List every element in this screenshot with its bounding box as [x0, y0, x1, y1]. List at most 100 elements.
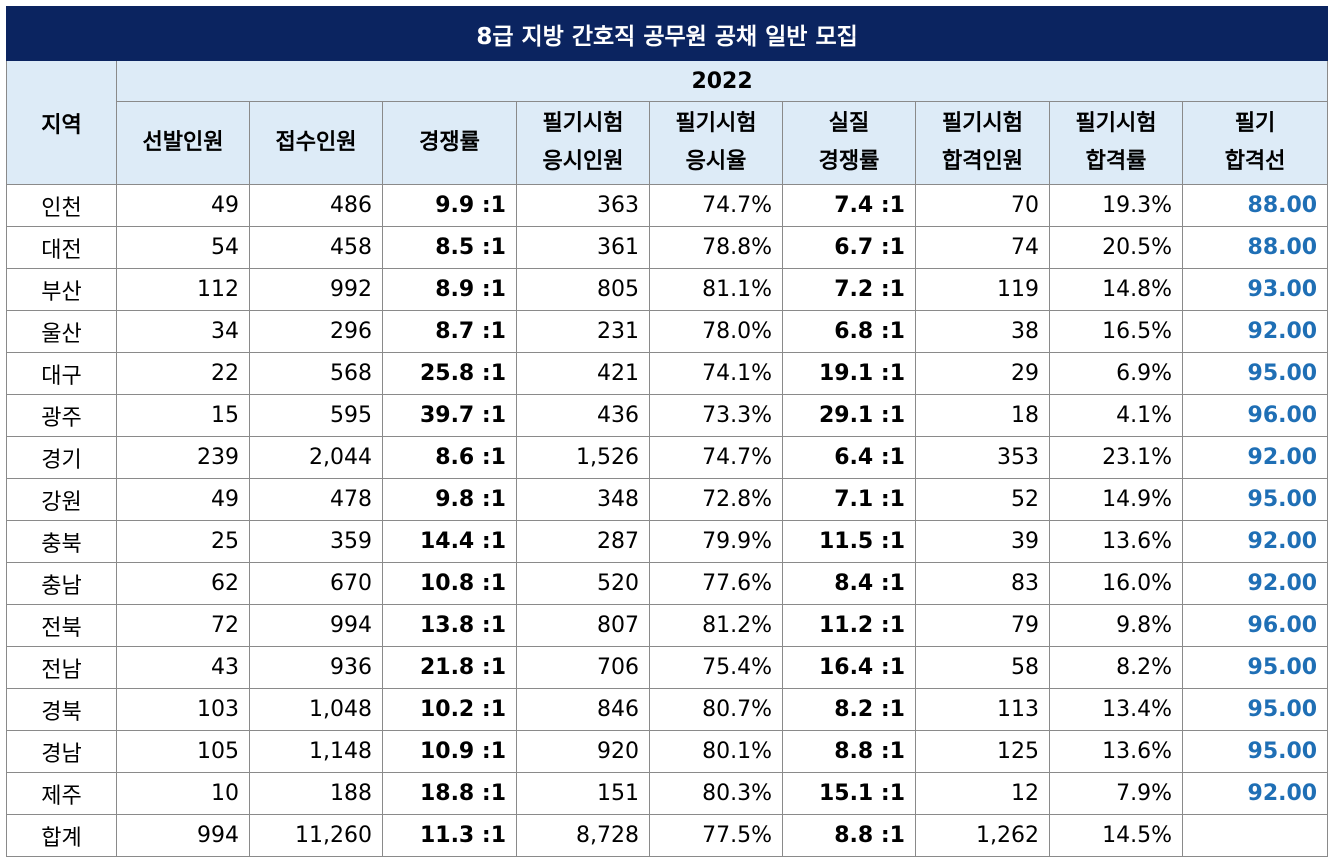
table-cell: 11,260 [249, 814, 383, 857]
table-cell: 73.3% [649, 394, 783, 437]
region-cell: 대구 [6, 352, 117, 395]
table-cell: 105 [116, 730, 250, 773]
table-cell: 18.8 :1 [382, 772, 517, 815]
table-cell: 96.00 [1181, 604, 1329, 647]
table-cell: 239 [116, 436, 250, 479]
table-cell: 112 [116, 268, 250, 311]
region-cell: 울산 [6, 310, 117, 353]
table-cell: 4.1% [1049, 394, 1183, 437]
table-cell: 568 [249, 352, 383, 395]
table-cell: 1,262 [915, 814, 1050, 857]
table-cell: 95.00 [1181, 352, 1329, 395]
table-cell: 79.9% [649, 520, 783, 563]
region-cell: 합계 [6, 814, 117, 857]
table-cell: 595 [249, 394, 383, 437]
region-cell: 인천 [6, 184, 117, 227]
table-row: 경남 105 1,148 10.9 :1 920 80.1% 8.8 :1 125 13.6% 9… [6, 730, 1329, 773]
region-cell: 제주 [6, 772, 117, 815]
table-cell: 72 [116, 604, 250, 647]
table-cell: 11.2 :1 [782, 604, 916, 647]
table-cell: 8.2% [1049, 646, 1183, 689]
region-cell: 경남 [6, 730, 117, 773]
table-cell: 1,048 [249, 688, 383, 731]
table-cell: 77.5% [649, 814, 783, 857]
table-row: 충북 25 359 14.4 :1 287 79.9% 11.5 :1 39 13.6% 92.0… [6, 520, 1329, 563]
table-cell: 13.6% [1049, 520, 1183, 563]
table-row: 경기 239 2,044 8.6 :1 1,526 74.7% 6.4 :1 353 23.1%… [6, 436, 1329, 479]
table-cell: 83 [915, 562, 1050, 605]
table-cell: 359 [249, 520, 383, 563]
table-cell: 95.00 [1181, 478, 1329, 521]
recruitment-table: 8급 지방 간호직 공무원 공채 일반 모집 지역 2022 선발인원 접수인원 경… [5, 6, 1329, 857]
table-cell: 458 [249, 226, 383, 269]
table-cell: 14.9% [1049, 478, 1183, 521]
table-cell: 8.7 :1 [382, 310, 517, 353]
table-cell: 348 [516, 478, 650, 521]
table-cell: 188 [249, 772, 383, 815]
table-cell: 14.5% [1049, 814, 1183, 857]
table-cell: 16.0% [1049, 562, 1183, 605]
table-cell: 805 [516, 268, 650, 311]
table-title: 8급 지방 간호직 공무원 공채 일반 모집 [5, 6, 1329, 61]
table-cell: 22 [116, 352, 250, 395]
table-cell: 34 [116, 310, 250, 353]
table-cell: 14.8% [1049, 268, 1183, 311]
table-cell: 39 [915, 520, 1050, 563]
table-cell: 9.8 :1 [382, 478, 517, 521]
table-cell: 7.9% [1049, 772, 1183, 815]
table-cell: 75.4% [649, 646, 783, 689]
column-header: 선발인원 [116, 101, 250, 185]
table-cell: 78.0% [649, 310, 783, 353]
column-header: 접수인원 [249, 101, 383, 185]
table-cell: 16.5% [1049, 310, 1183, 353]
table-cell: 363 [516, 184, 650, 227]
column-header: 필기시험 응시율 [649, 101, 783, 185]
table-cell: 287 [516, 520, 650, 563]
table-cell: 1,526 [516, 436, 650, 479]
table-cell: 95.00 [1181, 730, 1329, 773]
table-cell [1181, 814, 1329, 857]
table-cell: 920 [516, 730, 650, 773]
table-cell: 43 [116, 646, 250, 689]
table-cell: 49 [116, 184, 250, 227]
table-cell: 936 [249, 646, 383, 689]
table-cell: 92.00 [1181, 772, 1329, 815]
table-cell: 96.00 [1181, 394, 1329, 437]
table-cell: 39.7 :1 [382, 394, 517, 437]
region-cell: 대전 [6, 226, 117, 269]
table-cell: 486 [249, 184, 383, 227]
table-cell: 421 [516, 352, 650, 395]
table-cell: 18 [915, 394, 1050, 437]
table-cell: 72.8% [649, 478, 783, 521]
region-cell: 경북 [6, 688, 117, 731]
table-cell: 7.1 :1 [782, 478, 916, 521]
table-cell: 807 [516, 604, 650, 647]
table-row: 대구 22 568 25.8 :1 421 74.1% 19.1 :1 29 6.9% 95.00 [6, 352, 1329, 395]
table-cell: 6.8 :1 [782, 310, 916, 353]
table-row: 울산 34 296 8.7 :1 231 78.0% 6.8 :1 38 16.5% 92.00 [6, 310, 1329, 353]
table-cell: 74.1% [649, 352, 783, 395]
table-cell: 81.1% [649, 268, 783, 311]
table-cell: 296 [249, 310, 383, 353]
table-row: 충남 62 670 10.8 :1 520 77.6% 8.4 :1 83 16.0% 92.00 [6, 562, 1329, 605]
table-cell: 92.00 [1181, 436, 1329, 479]
table-row: 인천 49 486 9.9 :1 363 74.7% 7.4 :1 70 19.3% 88.00 [6, 184, 1329, 227]
region-cell: 부산 [6, 268, 117, 311]
table-cell: 8.8 :1 [782, 814, 916, 857]
table-cell: 19.3% [1049, 184, 1183, 227]
table-cell: 436 [516, 394, 650, 437]
table-cell: 353 [915, 436, 1050, 479]
table-row: 전북 72 994 13.8 :1 807 81.2% 11.2 :1 79 9.8% 96.00 [6, 604, 1329, 647]
column-header: 경쟁률 [382, 101, 517, 185]
table-cell: 74.7% [649, 184, 783, 227]
table-cell: 95.00 [1181, 646, 1329, 689]
table-cell: 49 [116, 478, 250, 521]
table-cell: 80.3% [649, 772, 783, 815]
table-cell: 9.9 :1 [382, 184, 517, 227]
column-header: 필기시험 합격률 [1049, 101, 1183, 185]
table-cell: 103 [116, 688, 250, 731]
table-cell: 25 [116, 520, 250, 563]
table-cell: 8.2 :1 [782, 688, 916, 731]
table-cell: 7.2 :1 [782, 268, 916, 311]
column-header: 실질 경쟁률 [782, 101, 916, 185]
